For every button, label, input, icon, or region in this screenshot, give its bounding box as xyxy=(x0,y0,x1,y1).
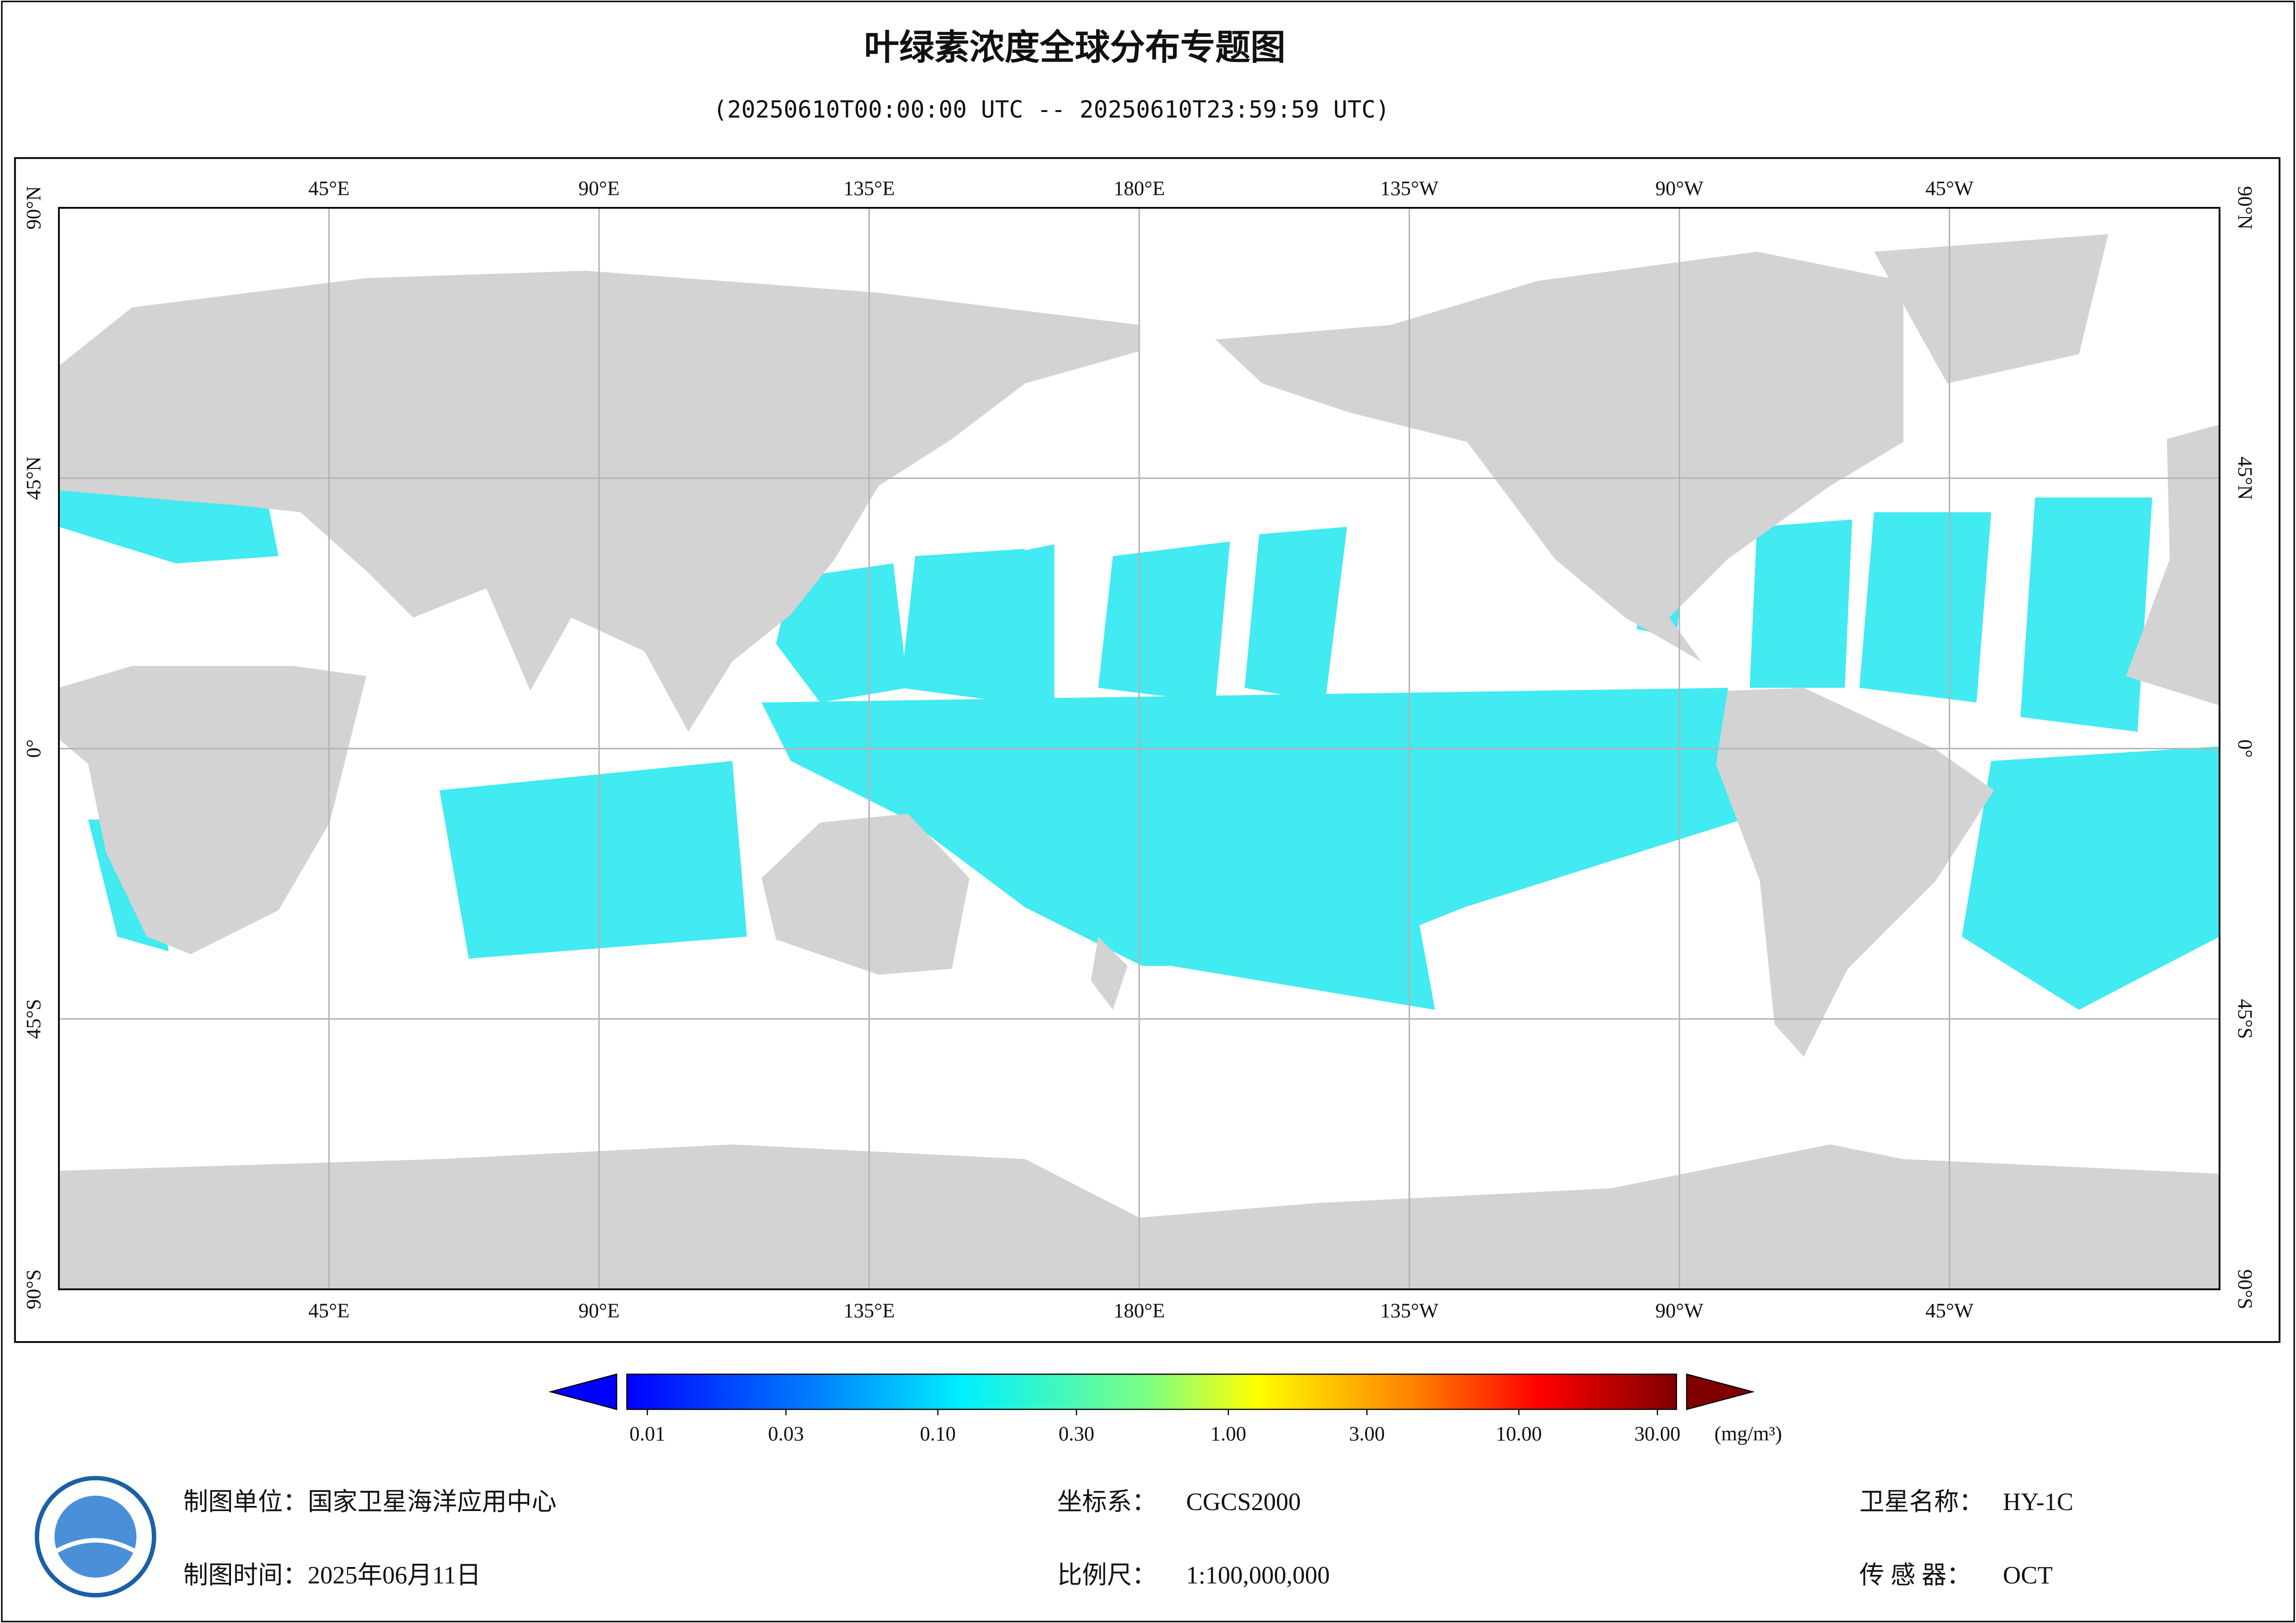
chl-patch xyxy=(1749,519,1853,688)
colorbar-tick-label: 0.10 xyxy=(920,1422,955,1445)
lon-label-bottom: 180°E xyxy=(1113,1300,1165,1322)
outer-frame xyxy=(14,157,2281,1343)
lat-label-left: 45°N xyxy=(22,456,45,500)
lat-label-right: 0° xyxy=(2234,740,2256,758)
africa xyxy=(59,665,367,954)
lat-label-left: 45°S xyxy=(22,999,45,1039)
lat-label-right: 90°S xyxy=(2234,1269,2256,1310)
satellite-label: 卫星名称： xyxy=(1859,1488,1984,1516)
greenland xyxy=(1874,234,2109,384)
chl-patch xyxy=(2020,497,2152,732)
colorbar-tick-label: 3.00 xyxy=(1349,1422,1385,1445)
scale-label: 比例尺： xyxy=(1057,1561,1157,1589)
australia xyxy=(761,814,970,975)
colorbar-tick-label: 10.00 xyxy=(1496,1422,1542,1445)
crs-label: 坐标系： xyxy=(1057,1488,1157,1516)
chl-patch xyxy=(776,563,908,703)
logo-wave xyxy=(55,1538,136,1554)
lat-label-left: 0° xyxy=(22,740,45,758)
crs: CGCS2000 xyxy=(1186,1488,1301,1516)
colorbar-over xyxy=(1686,1373,1755,1410)
lon-label-top: 135°E xyxy=(843,177,895,199)
scale: 1:100,000,000 xyxy=(1186,1561,1330,1589)
lon-label-top: 45°E xyxy=(308,177,349,199)
lon-label-top: 135°W xyxy=(1380,177,1439,199)
colorbar-tick-label: 0.30 xyxy=(1059,1422,1094,1445)
west-europe-africa xyxy=(2126,424,2220,706)
new-zealand xyxy=(1091,936,1128,1010)
lat-label-left: 90°S xyxy=(22,1269,45,1310)
colorbar-tick-label: 0.01 xyxy=(630,1422,665,1445)
chl-patch xyxy=(1098,541,1230,703)
lon-label-top: 90°W xyxy=(1655,177,1703,199)
chl-patch xyxy=(1859,512,1991,703)
title: 叶绿素浓度全球分布专题图 xyxy=(864,27,1286,68)
lon-label-top: 180°E xyxy=(1113,177,1165,199)
colorbar-under xyxy=(548,1373,618,1410)
chl-patch xyxy=(1142,849,1435,1010)
lon-label-bottom: 135°W xyxy=(1380,1300,1439,1322)
south-america xyxy=(1716,688,1994,1057)
lon-label-top: 45°W xyxy=(1925,177,1973,199)
colorbar-ramp xyxy=(626,1374,1677,1410)
chlorophyll-patches xyxy=(59,483,2220,1010)
colorbar-tick-label: 0.03 xyxy=(768,1422,804,1445)
logo-globe xyxy=(54,1495,137,1578)
chl-patch xyxy=(439,761,747,959)
lon-label-bottom: 90°E xyxy=(579,1300,620,1322)
chl-patch xyxy=(1244,527,1348,703)
sensor: OCT xyxy=(2003,1561,2053,1589)
lat-label-left: 90°N xyxy=(22,186,45,230)
lon-label-bottom: 45°W xyxy=(1925,1300,1973,1322)
agency: 制图单位：国家卫星海洋应用中心 xyxy=(183,1488,556,1516)
lon-label-top: 90°E xyxy=(579,177,620,199)
logo xyxy=(35,1476,156,1598)
colorbar-tick-label: 1.00 xyxy=(1210,1422,1246,1445)
colorbar: (mg/m³) 0.01 0.03 0.10 0.30 1.00 3.00 10.00 30.… xyxy=(548,1373,1782,1445)
chl-patch xyxy=(761,688,1742,966)
lat-label-right: 90°N xyxy=(2234,186,2256,230)
chl-patch xyxy=(1962,746,2220,1010)
colorbar-tick-label: 30.00 xyxy=(1635,1422,1681,1445)
map-date: 制图时间：2025年06月11日 xyxy=(183,1561,481,1589)
lat-label-right: 45°S xyxy=(2234,999,2256,1039)
sensor-label: 传 感 器： xyxy=(1859,1561,1972,1589)
lon-label-bottom: 45°E xyxy=(308,1300,349,1322)
satellite: HY-1C xyxy=(2003,1488,2073,1516)
north-america xyxy=(1215,251,1903,662)
lon-label-bottom: 90°W xyxy=(1655,1300,1703,1322)
chl-patch xyxy=(981,544,1054,725)
colorbar-unit: (mg/m³) xyxy=(1715,1422,1782,1445)
map-frame xyxy=(58,207,2221,1290)
subtitle: (20250610T00:00:00 UTC -- 20250610T23:59… xyxy=(713,96,1390,123)
lon-label-bottom: 135°E xyxy=(843,1300,895,1322)
lat-label-right: 45°N xyxy=(2234,456,2256,500)
